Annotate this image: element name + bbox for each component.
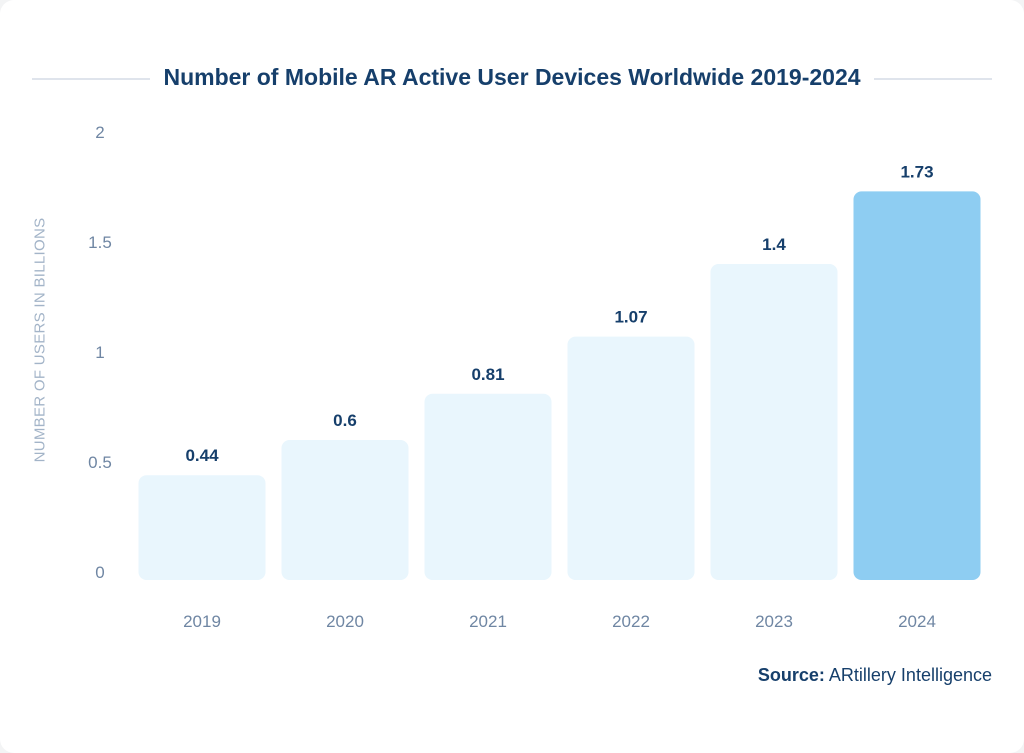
data-label: 0.6 xyxy=(333,411,357,430)
bar-2020 xyxy=(281,440,409,580)
source-note: Source: ARtillery Intelligence xyxy=(758,665,992,686)
bar-2024 xyxy=(853,191,981,580)
x-tick-label: 2021 xyxy=(469,612,507,631)
data-label: 0.81 xyxy=(471,365,504,384)
y-tick-label: 0.5 xyxy=(88,453,112,472)
y-tick-label: 1 xyxy=(95,343,104,362)
bar-2019 xyxy=(138,475,266,580)
chart-title: Number of Mobile AR Active User Devices … xyxy=(163,64,861,90)
x-tick-label: 2020 xyxy=(326,612,364,631)
bar-2021 xyxy=(424,393,552,580)
data-label: 0.44 xyxy=(185,446,219,465)
x-tick-label: 2024 xyxy=(898,612,936,631)
bar-2022 xyxy=(567,336,695,580)
data-label: 1.07 xyxy=(614,308,647,327)
y-tick-label: 0 xyxy=(95,563,104,582)
title-rule-right xyxy=(874,78,992,80)
source-text: ARtillery Intelligence xyxy=(828,665,992,685)
source-label: Source: xyxy=(757,665,825,685)
y-tick-label: 2 xyxy=(95,123,104,142)
bar-2023 xyxy=(710,264,838,580)
data-label: 1.73 xyxy=(900,162,933,181)
x-tick-label: 2023 xyxy=(755,612,793,631)
title-rule-left xyxy=(32,78,150,80)
data-label: 1.4 xyxy=(762,235,786,254)
x-tick-label: 2019 xyxy=(183,612,221,631)
y-tick-label: 1.5 xyxy=(88,233,112,252)
x-tick-label: 2022 xyxy=(612,612,650,631)
